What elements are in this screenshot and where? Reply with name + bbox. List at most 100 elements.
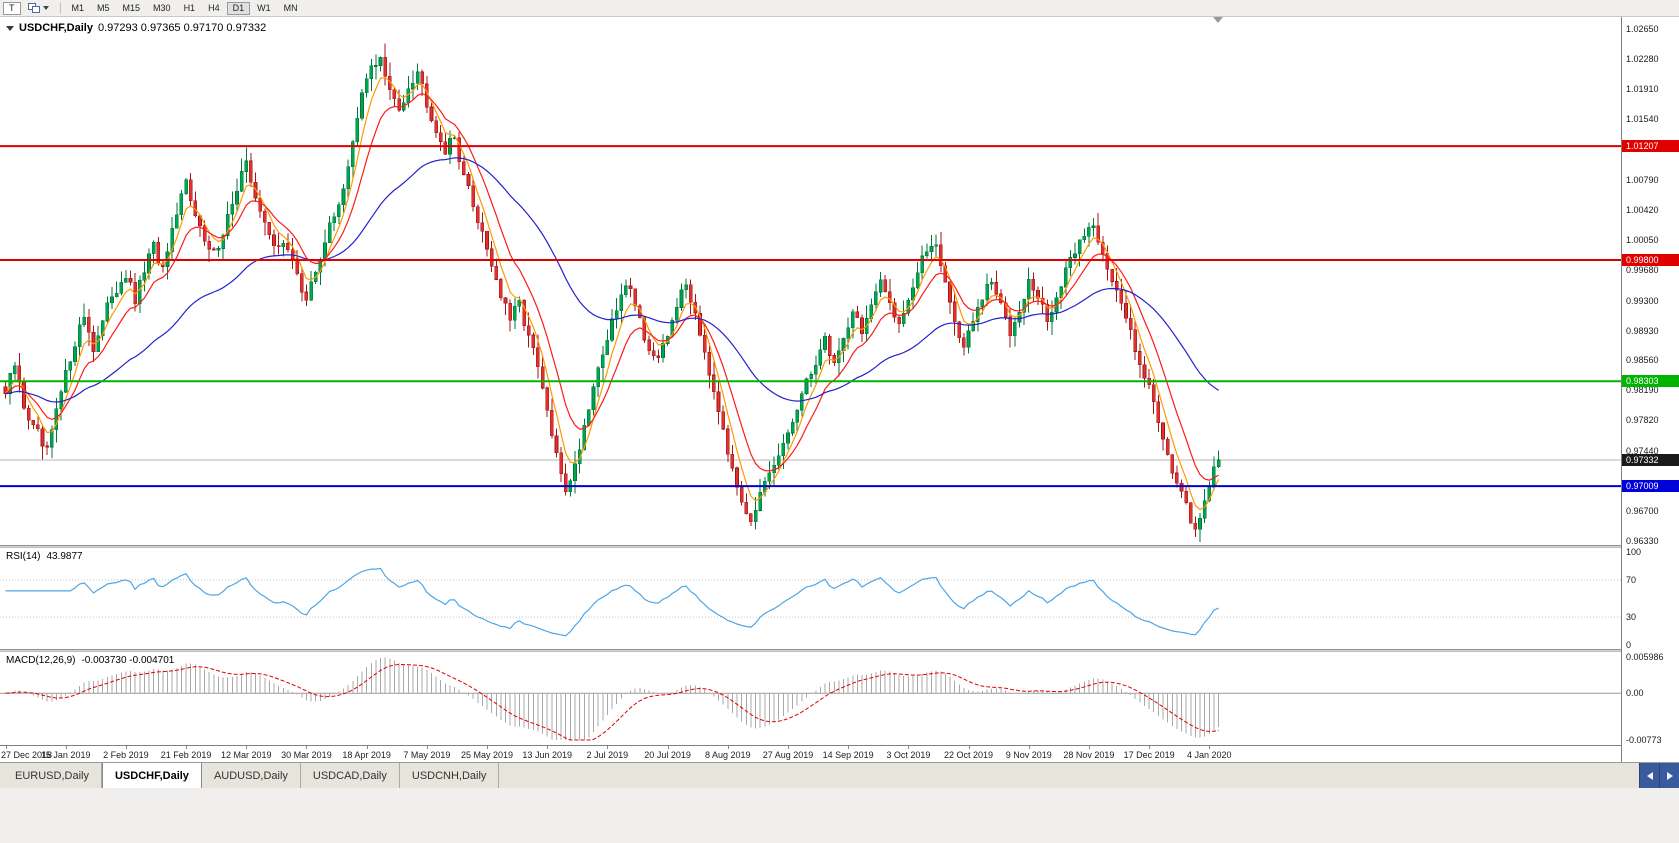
macd-axis-tick: 0.005986	[1626, 652, 1664, 662]
timeframe-button-D1[interactable]: D1	[226, 1, 251, 15]
date-label: 13 Jun 2019	[522, 750, 572, 760]
macd-values: -0.003730 -0.004701	[81, 655, 175, 666]
pane-splitter-main-rsi[interactable]	[0, 545, 1679, 548]
date-label: 7 May 2019	[403, 750, 451, 760]
timeframe-button-W1[interactable]: W1	[251, 2, 277, 15]
chart-tab-bar: EURUSD,Daily USDCHF,Daily AUDUSD,Daily USDC…	[0, 762, 1679, 788]
timeframe-button-H1[interactable]: H1	[178, 2, 202, 15]
macd-signal-line	[5, 663, 1219, 741]
chart-menu-icon[interactable]	[6, 25, 14, 31]
price-level-badge: 1.01207	[1622, 140, 1679, 153]
date-label: 4 Jan 2020	[1187, 750, 1232, 760]
date-tick	[667, 746, 669, 749]
date-label: 25 May 2019	[460, 750, 514, 760]
date-tick	[125, 746, 127, 749]
rsi-axis-tick: 0	[1626, 640, 1632, 650]
date-tick	[1088, 746, 1090, 749]
candlesticks	[3, 43, 1221, 542]
macd-histogram	[9, 657, 1220, 740]
main-chart-pane[interactable]	[0, 17, 1621, 546]
date-label: 28 Nov 2019	[1063, 750, 1115, 760]
date-tick	[186, 746, 188, 749]
timeframe-button-H4[interactable]: H4	[202, 2, 226, 15]
price-axis[interactable]: 1.02650 1.02280 1.01910 1.01540 1.00790 1.004…	[1621, 17, 1679, 762]
date-tick	[487, 746, 489, 749]
price-axis-tick: 1.00050	[1626, 234, 1659, 245]
time-axis[interactable]: 27 Dec 2018 15 Jan 2019 2 Feb 2019 21 Feb 2…	[0, 745, 1621, 762]
rsi-indicator-label: RSI(14) 43.9877	[6, 551, 83, 562]
date-label: 27 Dec 2018	[1, 750, 53, 760]
timeframe-button-M5[interactable]: M5	[91, 2, 116, 15]
price-axis-tick: 1.02280	[1626, 54, 1659, 65]
date-label: 21 Feb 2019	[160, 750, 212, 760]
price-axis-tick: 1.02650	[1626, 24, 1659, 35]
price-axis-tick: 0.99300	[1626, 295, 1659, 306]
rsi-pane[interactable]	[0, 548, 1621, 649]
price-axis-tick: 1.01910	[1626, 84, 1659, 95]
price-axis-tick: 1.00420	[1626, 204, 1659, 215]
date-tick	[787, 746, 789, 749]
chart-tab-eurusd[interactable]: EURUSD,Daily	[3, 763, 102, 788]
date-tick	[65, 746, 67, 749]
date-tick	[246, 746, 248, 749]
pane-splitter-rsi-macd[interactable]	[0, 649, 1679, 652]
rsi-axis-tick: 30	[1626, 612, 1637, 623]
chart-tab-usdcad[interactable]: USDCAD,Daily	[300, 763, 400, 788]
chart-windows-button[interactable]	[22, 2, 55, 15]
timeframe-button-M1[interactable]: M1	[66, 2, 91, 15]
date-tick	[1209, 746, 1211, 749]
current-price-badge: 0.97332	[1622, 453, 1679, 466]
chart-tab-usdchf[interactable]: USDCHF,Daily	[101, 763, 202, 788]
tab-scroll-right-button[interactable]	[1659, 763, 1679, 788]
timeframe-button-MN[interactable]: MN	[278, 2, 304, 15]
date-label: 2 Feb 2019	[103, 750, 149, 760]
date-tick	[607, 746, 609, 749]
price-level-badge: 0.97009	[1622, 480, 1679, 493]
timeframe-button-M15[interactable]: M15	[117, 2, 147, 15]
chart-title: USDCHF,Daily 0.97293 0.97365 0.97170 0.9…	[6, 22, 266, 34]
price-axis-tick: 0.98560	[1626, 355, 1659, 366]
timeframe-button-M30[interactable]: M30	[147, 2, 177, 15]
statusbar-filler	[0, 788, 1679, 843]
date-label: 12 Mar 2019	[220, 750, 272, 760]
date-tick	[366, 746, 368, 749]
date-tick	[306, 746, 308, 749]
ma-slow-line	[5, 157, 1219, 403]
cascade-windows-icon	[27, 3, 40, 13]
date-label: 18 Apr 2019	[342, 750, 391, 760]
support-resistance-lines[interactable]	[0, 145, 1621, 488]
chevron-down-icon	[42, 6, 49, 10]
chart-tab-audusd[interactable]: AUDUSD,Daily	[201, 763, 301, 788]
chart-ohlc-values: 0.97293 0.97365 0.97170 0.97332	[97, 22, 267, 34]
tab-scroll-left-button[interactable]	[1639, 763, 1659, 788]
date-label: 27 Aug 2019	[762, 750, 814, 760]
date-label: 14 Sep 2019	[822, 750, 874, 760]
price-level-badge: 0.99800	[1622, 254, 1679, 267]
price-level-badge: 0.98303	[1622, 375, 1679, 388]
price-axis-tick: 1.00790	[1626, 174, 1659, 185]
date-tick	[908, 746, 910, 749]
date-tick	[727, 746, 729, 749]
date-label: 3 Oct 2019	[886, 750, 931, 760]
date-tick	[1149, 746, 1151, 749]
macd-pane[interactable]	[0, 652, 1621, 745]
date-tick	[848, 746, 850, 749]
rsi-line	[5, 567, 1219, 637]
macd-label: MACD(12,26,9)	[6, 655, 76, 666]
chart-tab-usdcnh[interactable]: USDCNH,Daily	[399, 763, 500, 788]
date-label: 22 Oct 2019	[944, 750, 994, 760]
toolbar-separator	[59, 2, 61, 14]
price-axis-tick: 0.97440	[1626, 446, 1659, 457]
date-label: 17 Dec 2019	[1123, 750, 1175, 760]
ma-fast-line	[5, 76, 1220, 511]
tool-button[interactable]: T	[3, 1, 21, 15]
rsi-axis-tick: 70	[1626, 574, 1637, 585]
chart-symbol-label: USDCHF,Daily	[19, 22, 93, 34]
macd-indicator-label: MACD(12,26,9) -0.003730 -0.004701	[6, 655, 174, 666]
date-tick	[5, 746, 7, 749]
top-toolbar: T M1 M5 M15 M30 H1 H4 D1 W1 MN	[0, 0, 1679, 17]
price-axis-tick: 0.99680	[1626, 264, 1659, 275]
date-label: 9 Nov 2019	[1005, 750, 1052, 760]
date-label: 2 Jul 2019	[586, 750, 629, 760]
date-label: 15 Jan 2019	[40, 750, 91, 760]
